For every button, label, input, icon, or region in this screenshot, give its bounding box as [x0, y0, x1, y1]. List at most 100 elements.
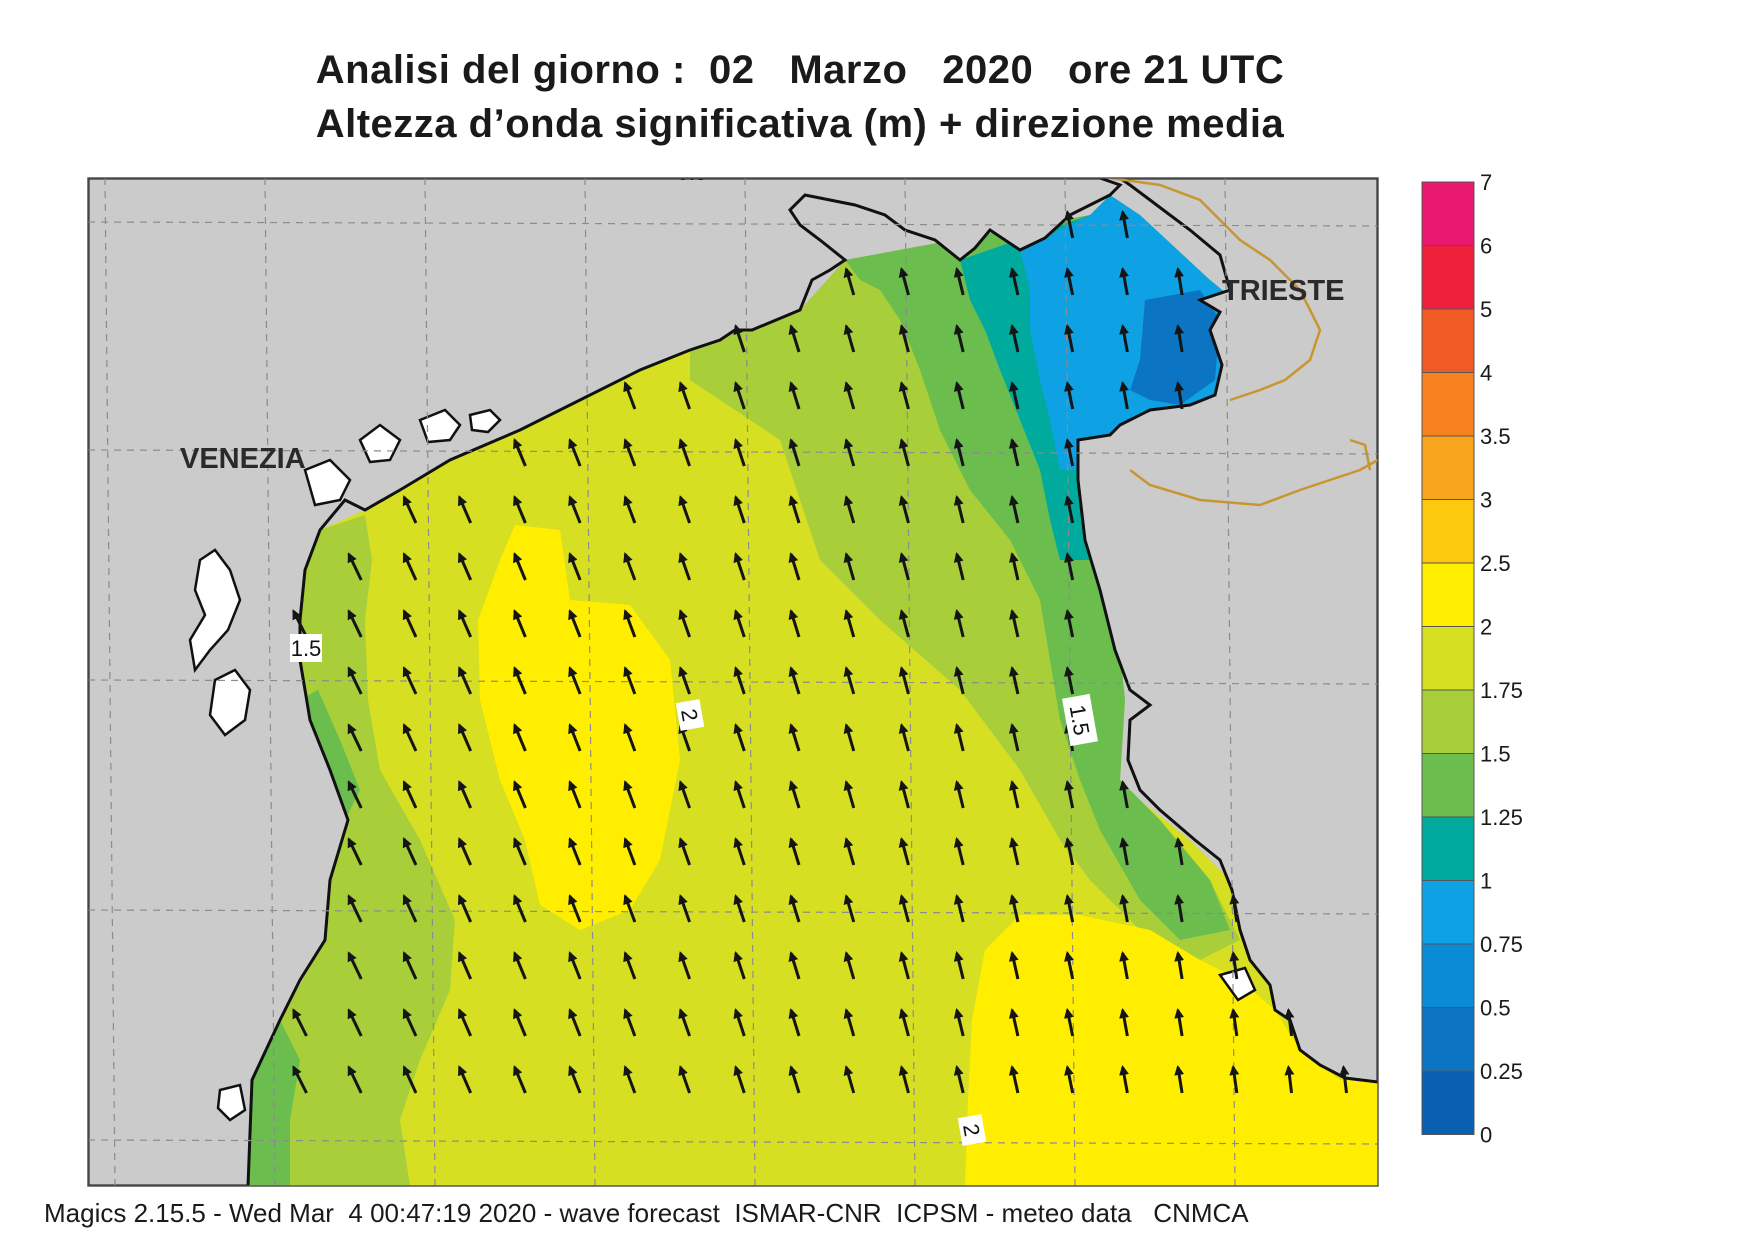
direction-arrow — [402, 666, 418, 695]
direction-arrow — [402, 1008, 418, 1037]
direction-arrow — [1064, 894, 1075, 923]
direction-arrow — [457, 495, 473, 524]
direction-arrow — [953, 894, 965, 923]
direction-arrow — [1064, 438, 1075, 467]
direction-arrow — [788, 951, 801, 980]
direction-arrow — [457, 1008, 473, 1037]
direction-arrow — [733, 1008, 746, 1037]
legend-tick-label: 2 — [1480, 615, 1492, 640]
direction-arrow — [953, 723, 965, 752]
direction-arrow — [347, 666, 363, 695]
direction-arrow — [623, 495, 637, 524]
direction-arrow — [1174, 267, 1185, 296]
legend-swatch — [1421, 816, 1475, 881]
direction-arrow — [843, 1065, 856, 1094]
direction-arrow — [1174, 837, 1185, 866]
direction-arrow — [898, 609, 910, 638]
direction-arrow — [568, 951, 582, 980]
contour-label-box-2: 2 — [675, 699, 705, 731]
direction-arrow — [953, 666, 965, 695]
direction-arrow — [678, 666, 691, 695]
legend-swatch — [1421, 245, 1475, 310]
footer-credits: Magics 2.15.5 - Wed Mar 4 00:47:19 2020 … — [44, 1198, 1249, 1228]
direction-arrow — [457, 723, 473, 752]
direction-arrow — [898, 951, 910, 980]
direction-arrow — [788, 495, 801, 524]
contour-label-box-4: 2 — [957, 1114, 987, 1146]
direction-arrow — [1229, 894, 1240, 923]
direction-arrow — [457, 1065, 473, 1094]
contour-label-box-1: 1.5 — [290, 634, 322, 662]
direction-arrow — [678, 780, 691, 809]
direction-arrow — [898, 666, 910, 695]
legend-tick-label: 0.75 — [1480, 932, 1523, 957]
direction-arrow — [623, 1008, 637, 1037]
direction-arrow — [678, 951, 691, 980]
direction-arrow — [347, 780, 363, 809]
direction-arrow — [347, 894, 363, 923]
direction-arrow — [678, 1008, 691, 1037]
direction-arrow — [513, 609, 527, 638]
direction-arrow — [788, 723, 801, 752]
direction-arrow — [733, 780, 746, 809]
direction-arrow — [513, 552, 527, 581]
direction-arrow — [953, 552, 965, 581]
direction-arrow — [953, 324, 965, 353]
direction-arrow — [898, 894, 910, 923]
direction-arrow — [402, 780, 418, 809]
direction-arrow — [402, 723, 418, 752]
direction-arrow — [457, 609, 473, 638]
direction-arrow — [1064, 837, 1075, 866]
direction-arrow — [1008, 1008, 1020, 1037]
direction-arrow — [623, 837, 637, 866]
direction-arrow — [1174, 1065, 1185, 1094]
direction-arrow — [678, 837, 691, 866]
direction-arrow — [457, 780, 473, 809]
legend-swatch — [1421, 499, 1475, 564]
direction-arrow — [898, 324, 910, 353]
direction-arrow — [733, 381, 746, 410]
legend-tick-label: 0.5 — [1480, 996, 1511, 1021]
direction-arrow — [623, 723, 637, 752]
direction-arrow — [1064, 609, 1075, 638]
direction-arrow — [457, 837, 473, 866]
direction-arrow — [623, 609, 637, 638]
direction-arrow — [1174, 381, 1185, 410]
legend-tick-label: 1.5 — [1480, 742, 1511, 767]
direction-arrow — [678, 609, 691, 638]
direction-arrow — [513, 951, 527, 980]
direction-arrow — [402, 1065, 418, 1094]
place-label-trieste: TRIESTE — [1222, 275, 1344, 307]
legend-tick-label: 3.5 — [1480, 424, 1511, 449]
legend-swatch — [1421, 372, 1475, 437]
direction-arrow — [733, 609, 746, 638]
direction-arrow — [678, 552, 691, 581]
direction-arrow — [678, 894, 691, 923]
direction-arrow — [623, 780, 637, 809]
direction-arrow — [843, 1008, 856, 1037]
legend-swatch — [1421, 1070, 1475, 1135]
direction-arrow — [843, 324, 856, 353]
direction-arrow — [843, 495, 856, 524]
direction-arrow — [733, 723, 746, 752]
direction-arrow — [1008, 438, 1020, 467]
legend-swatch — [1421, 562, 1475, 627]
direction-arrow — [568, 495, 582, 524]
contour-label: 0.5 — [677, 160, 708, 185]
contour-label-0-5: 0.5 — [677, 160, 708, 185]
direction-arrow — [1064, 951, 1075, 980]
direction-arrow — [347, 609, 363, 638]
direction-arrow — [678, 1065, 691, 1094]
direction-arrow — [843, 780, 856, 809]
direction-arrow — [347, 951, 363, 980]
direction-arrow — [1008, 666, 1020, 695]
direction-arrow — [1174, 324, 1185, 353]
direction-arrow — [402, 894, 418, 923]
map-subtitle: Altezza d’onda significativa (m) + direz… — [315, 102, 1285, 146]
direction-arrow — [402, 495, 418, 524]
direction-arrow — [1284, 1008, 1295, 1037]
direction-arrow — [623, 894, 637, 923]
legend-tick-label: 2.5 — [1480, 551, 1511, 576]
direction-arrow — [953, 495, 965, 524]
direction-arrow — [568, 837, 582, 866]
